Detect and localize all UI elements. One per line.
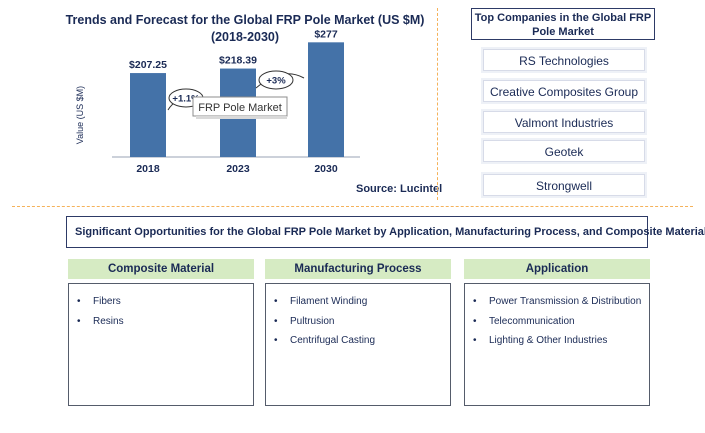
data-label: $277: [314, 28, 338, 40]
horizontal-divider: [12, 206, 693, 207]
bar: [130, 73, 166, 157]
x-tick-label: 2023: [226, 163, 250, 175]
tooltip-shadow: [196, 116, 287, 119]
list-item: • Telecommunication: [473, 315, 575, 327]
bar-chart: Value (US $M) $207.25 2018 $218.39 2023 $277 2…: [75, 28, 360, 175]
column-box-application: • Power Transmission & Distribution • Tele…: [464, 283, 650, 406]
list-item: • Lighting & Other Industries: [473, 335, 608, 346]
x-tick-label: 2030: [314, 163, 338, 175]
company-item: Geotek: [483, 140, 645, 162]
list-item: • Pultrusion: [274, 315, 335, 327]
column-box-composite-material: • Fibers • Resins: [68, 283, 254, 406]
list-item: • Filament Winding: [274, 296, 368, 307]
company-item: Creative Composites Group: [483, 80, 645, 102]
growth-label: +3%: [266, 76, 286, 87]
company-item: Strongwell: [483, 174, 645, 196]
tooltip-text: FRP Pole Market: [198, 102, 282, 114]
list-item: • Resins: [77, 315, 124, 327]
y-axis-label: Value (US $M): [75, 86, 85, 144]
chart-title-main: Trends and Forecast for the Global FRP P…: [65, 13, 425, 27]
list-item: • Centrifugal Casting: [274, 335, 376, 346]
company-item: RS Technologies: [483, 49, 645, 71]
growth-label: +1.1%: [172, 94, 200, 105]
companies-title: Top Companies in the Global FRP Pole Mar…: [471, 8, 655, 40]
column-heading-application: Application: [464, 259, 650, 279]
growth-bubble: [258, 70, 294, 90]
company-item: Valmont Industries: [483, 111, 645, 133]
data-label: $207.25: [129, 59, 167, 71]
column-box-manufacturing-process: • Filament Winding • Pultrusion • Centrifug…: [265, 283, 451, 406]
list-item: • Fibers: [77, 296, 121, 307]
opportunities-title: Significant Opportunities for the Global…: [66, 216, 705, 248]
data-label: $218.39: [219, 55, 257, 67]
list-item: • Power Transmission & Distribution: [473, 296, 642, 307]
chart-source: Source: Lucintel: [356, 183, 443, 195]
column-heading-composite-material: Composite Material: [68, 259, 254, 279]
bar: [308, 42, 344, 157]
column-heading-manufacturing-process: Manufacturing Process: [265, 259, 451, 279]
x-tick-label: 2018: [136, 163, 160, 175]
vertical-divider: [437, 8, 438, 200]
chart-title: Trends and Forecast for the Global FRP P…: [60, 12, 430, 46]
chart-subtitle: (2018-2030): [210, 30, 280, 44]
